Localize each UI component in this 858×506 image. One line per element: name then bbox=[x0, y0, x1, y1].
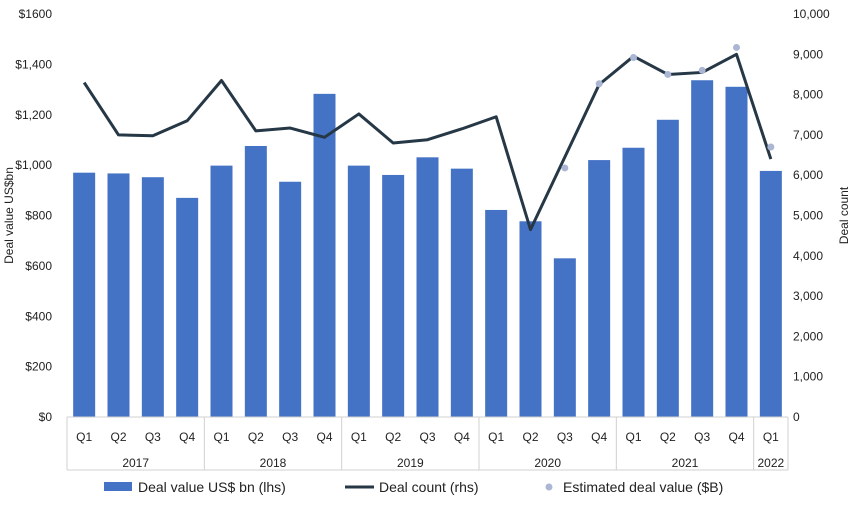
quarter-label: Q2 bbox=[522, 430, 538, 444]
left-tick-label: $400 bbox=[25, 309, 52, 323]
bar bbox=[725, 86, 748, 418]
left-tick-label: $1,200 bbox=[15, 108, 52, 122]
quarter-label: Q4 bbox=[179, 430, 195, 444]
right-tick-label: 4,000 bbox=[793, 249, 823, 263]
legend-bar-swatch bbox=[104, 482, 132, 491]
bar bbox=[141, 177, 164, 417]
estimated-value-dot bbox=[561, 164, 569, 172]
year-label: 2021 bbox=[672, 456, 699, 470]
legend-dot-swatch bbox=[545, 483, 553, 491]
bar bbox=[691, 80, 714, 417]
right-axis-title: Deal count bbox=[837, 186, 851, 244]
quarter-label: Q3 bbox=[694, 430, 710, 444]
bar bbox=[279, 181, 302, 417]
year-label: 2017 bbox=[122, 456, 149, 470]
bar bbox=[347, 165, 370, 417]
right-tick-label: 5,000 bbox=[793, 209, 823, 223]
year-label: 2019 bbox=[397, 456, 424, 470]
bar bbox=[588, 160, 611, 417]
legend-bar-label: Deal value US$ bn (lhs) bbox=[138, 479, 286, 495]
right-tick-label: 7,000 bbox=[793, 128, 823, 142]
bar bbox=[519, 221, 542, 417]
left-tick-label: $1,000 bbox=[15, 158, 52, 172]
right-tick-label: 10,000 bbox=[793, 7, 830, 21]
bar bbox=[416, 157, 439, 417]
quarter-label: Q3 bbox=[419, 430, 435, 444]
bar bbox=[244, 145, 267, 418]
right-tick-label: 3,000 bbox=[793, 289, 823, 303]
left-tick-label: $1600 bbox=[19, 7, 53, 21]
estimated-value-dot bbox=[630, 54, 637, 62]
left-tick-label: $0 bbox=[39, 410, 53, 424]
quarter-label: Q1 bbox=[625, 430, 641, 444]
legend-line-label: Deal count (rhs) bbox=[379, 479, 479, 495]
bar bbox=[450, 168, 473, 417]
bar bbox=[210, 165, 233, 417]
quarter-label: Q2 bbox=[660, 430, 676, 444]
left-tick-label: $600 bbox=[25, 259, 52, 273]
bar bbox=[553, 258, 576, 417]
bar bbox=[622, 147, 645, 418]
quarter-label: Q2 bbox=[385, 430, 401, 444]
quarter-label: Q1 bbox=[351, 430, 367, 444]
bar bbox=[759, 170, 782, 417]
left-tick-label: $800 bbox=[25, 209, 52, 223]
quarter-label: Q2 bbox=[110, 430, 126, 444]
bar bbox=[176, 197, 199, 417]
estimated-value-dot bbox=[767, 143, 775, 151]
year-label: 2022 bbox=[757, 456, 784, 470]
quarter-label: Q4 bbox=[454, 430, 470, 444]
estimated-value-dot bbox=[698, 66, 706, 74]
quarter-label: Q4 bbox=[316, 430, 332, 444]
bar bbox=[107, 173, 130, 417]
quarter-label: Q3 bbox=[282, 430, 298, 444]
quarter-label: Q3 bbox=[145, 430, 161, 444]
right-tick-label: 2,000 bbox=[793, 329, 823, 343]
bar bbox=[485, 209, 508, 417]
right-tick-label: 6,000 bbox=[793, 168, 823, 182]
quarter-label: Q1 bbox=[213, 430, 229, 444]
quarter-label: Q3 bbox=[557, 430, 573, 444]
quarter-label: Q4 bbox=[728, 430, 744, 444]
quarter-label: Q4 bbox=[591, 430, 607, 444]
bar bbox=[382, 174, 405, 417]
quarter-label: Q1 bbox=[763, 430, 779, 444]
bar bbox=[656, 119, 679, 417]
left-tick-label: $200 bbox=[25, 360, 52, 374]
right-tick-label: 1,000 bbox=[793, 370, 823, 384]
right-tick-label: 8,000 bbox=[793, 88, 823, 102]
estimated-value-dot bbox=[595, 80, 603, 88]
deal-count-line bbox=[82, 52, 773, 232]
bar bbox=[73, 172, 96, 417]
quarter-label: Q1 bbox=[488, 430, 504, 444]
quarter-label: Q2 bbox=[248, 430, 264, 444]
legend-dot-label: Estimated deal value ($B) bbox=[563, 479, 723, 495]
left-tick-label: $1,400 bbox=[15, 57, 52, 71]
quarter-label: Q1 bbox=[76, 430, 92, 444]
year-label: 2020 bbox=[534, 456, 561, 470]
estimated-value-dot bbox=[733, 43, 740, 51]
left-axis-title: Deal value US$bn bbox=[2, 167, 16, 264]
estimated-value-dot bbox=[664, 70, 672, 78]
right-tick-label: 0 bbox=[793, 410, 800, 424]
right-tick-label: 9,000 bbox=[793, 47, 823, 61]
bar bbox=[313, 93, 336, 418]
year-label: 2018 bbox=[260, 456, 287, 470]
